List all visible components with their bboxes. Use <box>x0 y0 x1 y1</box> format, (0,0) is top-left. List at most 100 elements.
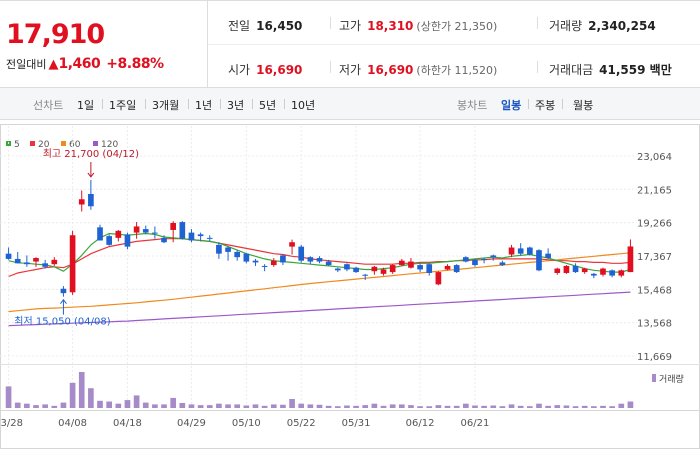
volume-bar <box>97 400 103 408</box>
period-3m[interactable]: 3개월 <box>152 99 180 112</box>
up-arrow-icon: ▲ <box>48 57 59 72</box>
volume-bar <box>261 405 268 408</box>
candle-body <box>627 246 634 273</box>
candle-body <box>536 250 542 271</box>
volume-bar <box>234 404 241 408</box>
period-1y[interactable]: 1년 <box>195 99 213 112</box>
volume-bar <box>188 404 195 408</box>
stat-volume: 거래량 2,340,254 <box>549 17 656 34</box>
summary-separator <box>537 61 538 73</box>
period-1d[interactable]: 1일 <box>77 99 95 112</box>
x-tick-label: 04/08 <box>58 418 87 429</box>
toolbar-separator <box>528 99 529 109</box>
volume-bar <box>472 405 478 408</box>
candle-body <box>179 222 186 239</box>
volume-bar <box>78 372 85 408</box>
volume-value: 2,340,254 <box>588 19 656 33</box>
volume-bar <box>69 382 76 408</box>
candle-body <box>554 268 561 273</box>
volume-bar <box>600 405 606 408</box>
candle-body <box>581 268 588 273</box>
candle-body <box>298 246 305 261</box>
candle-body <box>152 232 158 234</box>
stat-open: 시가 16,690 <box>228 61 302 78</box>
period-5y[interactable]: 5년 <box>259 99 277 112</box>
stat-high: 고가 18,310 (상한가 21,350) <box>339 17 497 34</box>
volume-bar <box>362 405 369 408</box>
volume-bar <box>280 404 286 408</box>
candle-body <box>545 253 551 259</box>
candle-body <box>106 236 113 245</box>
candle-body <box>408 261 414 268</box>
ma5-swatch <box>6 141 11 146</box>
volume-legend-label: 거래량 <box>659 373 684 385</box>
volume-bar <box>563 405 570 408</box>
y-tick-label: 17,367 <box>637 252 672 263</box>
x-tick-label: 06/12 <box>406 418 435 429</box>
volume-bar <box>435 405 442 408</box>
volume-bar <box>243 405 250 408</box>
period-3y[interactable]: 3년 <box>227 99 245 112</box>
candle-body <box>261 265 268 267</box>
candle-body <box>24 262 30 265</box>
candle-body <box>97 227 103 241</box>
candle-body <box>371 266 378 272</box>
ma60-legend-label: 60 <box>69 140 81 150</box>
candle-daily[interactable]: 일봉 <box>501 99 522 112</box>
volume-bar <box>252 404 259 408</box>
current-price: 17,910 <box>6 19 105 50</box>
candle-monthly[interactable]: 월봉 <box>573 99 594 112</box>
volume-bar <box>371 403 378 408</box>
volume-bar <box>51 405 58 408</box>
candle-body <box>417 265 423 270</box>
candle-body <box>188 232 195 241</box>
candle-body <box>161 237 167 243</box>
volume-bar <box>14 402 21 408</box>
candle-body <box>353 267 359 273</box>
candle-body <box>572 265 579 273</box>
amount-value: 41,559 백만 <box>599 63 672 77</box>
candle-weekly[interactable]: 주봉 <box>535 99 556 112</box>
y-tick-label: 11,669 <box>637 352 672 363</box>
low-value: 16,690 <box>367 63 414 77</box>
period-10y[interactable]: 10년 <box>291 99 316 112</box>
volume-bar <box>344 405 350 408</box>
price-change: 전일대비 ▲1,460 +8.88% <box>6 56 164 72</box>
volume-bar <box>618 403 625 408</box>
volume-bar <box>389 404 396 408</box>
volume-bar <box>453 405 460 408</box>
ma120-swatch <box>93 141 98 146</box>
open-value: 16,690 <box>256 63 303 77</box>
x-tick-label: 05/31 <box>342 418 371 429</box>
ma5-line <box>8 232 631 273</box>
volume-bar <box>462 403 469 408</box>
candle-body <box>499 262 506 266</box>
candle-body <box>380 269 387 274</box>
toolbar-separator <box>562 99 563 109</box>
volume-bar <box>517 405 524 408</box>
toolbar-separator <box>284 99 285 109</box>
volume-bar <box>161 404 167 408</box>
volume-bar <box>316 404 323 408</box>
volume-bar <box>179 402 186 408</box>
candle-body <box>243 253 250 262</box>
candle-body <box>115 230 122 238</box>
high-arrow-head <box>87 172 95 178</box>
ma-legend-5: 5 <box>6 140 20 150</box>
volume-bar <box>197 405 204 408</box>
candle-body <box>563 265 570 273</box>
volume-bar <box>289 399 295 408</box>
y-tick-label: 13,568 <box>637 319 672 330</box>
period-1w[interactable]: 1주일 <box>109 99 137 112</box>
volume-bar <box>33 405 39 408</box>
candle-body <box>481 258 487 260</box>
candle-body <box>225 247 231 252</box>
candle-body <box>462 257 469 262</box>
ma-legend-120: 120 <box>93 140 118 150</box>
volume-bar <box>627 401 634 408</box>
candle-body <box>234 251 241 258</box>
low-arrow-head <box>60 298 67 304</box>
ma60-swatch <box>61 141 66 146</box>
candle-body <box>444 265 451 270</box>
toolbar-separator <box>220 99 221 109</box>
